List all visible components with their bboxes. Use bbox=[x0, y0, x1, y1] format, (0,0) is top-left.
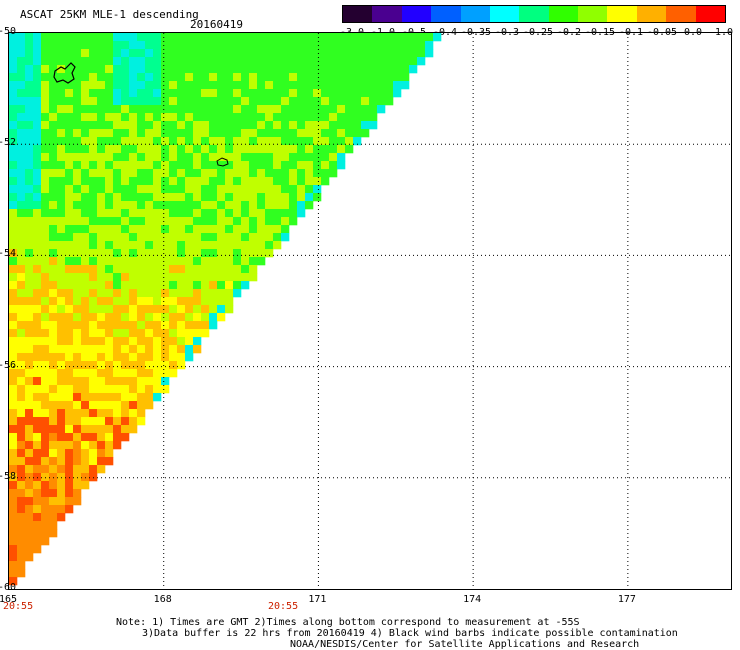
note-line-1: Note: 1) Times are GMT 2)Times along bot… bbox=[116, 617, 580, 628]
colorbar-segment bbox=[548, 6, 579, 22]
plot-date: 20160419 bbox=[190, 18, 243, 31]
longitude-label: 177 bbox=[617, 594, 636, 605]
plot-title: ASCAT 25KM MLE-1 descending bbox=[20, 8, 199, 21]
colorbar-segment bbox=[607, 6, 638, 22]
time-label-left: 20:55 bbox=[3, 601, 34, 612]
longitude-label: 165 bbox=[0, 594, 18, 605]
island-outline bbox=[53, 62, 76, 84]
swath-pixels bbox=[9, 33, 442, 586]
colorbar-segment bbox=[695, 6, 726, 22]
colorbar-segment bbox=[636, 6, 667, 22]
time-label-mid: 20:55 bbox=[268, 601, 299, 612]
swath-map bbox=[9, 33, 731, 589]
colorbar-segment bbox=[519, 6, 550, 22]
latitude-label: -56 bbox=[0, 359, 17, 371]
colorbar-segment bbox=[489, 6, 520, 22]
colorbar-segment bbox=[401, 6, 432, 22]
latitude-label: -54 bbox=[0, 248, 17, 260]
note-line-3: NOAA/NESDIS/Center for Satellite Applica… bbox=[290, 639, 640, 650]
latitude-label: -50 bbox=[0, 26, 17, 37]
colorbar-segment bbox=[343, 6, 373, 22]
island-outline bbox=[216, 157, 229, 167]
latitude-label: -52 bbox=[0, 137, 17, 149]
map-panel bbox=[8, 32, 732, 590]
longitude-label: 174 bbox=[463, 594, 482, 605]
colorbar-segment bbox=[431, 6, 462, 22]
colorbar-segment bbox=[372, 6, 403, 22]
colorbar-segment bbox=[666, 6, 697, 22]
longitude-label: 168 bbox=[153, 594, 172, 605]
colorbar-segment bbox=[578, 6, 608, 22]
latitude-label: -58 bbox=[0, 470, 17, 482]
colorbar bbox=[342, 5, 726, 23]
colorbar-segment bbox=[460, 6, 491, 22]
longitude-label: 171 bbox=[308, 594, 327, 605]
latitude-label: -60 bbox=[0, 582, 17, 593]
note-line-2: 3)Data buffer is 22 hrs from 20160419 4)… bbox=[142, 628, 678, 639]
